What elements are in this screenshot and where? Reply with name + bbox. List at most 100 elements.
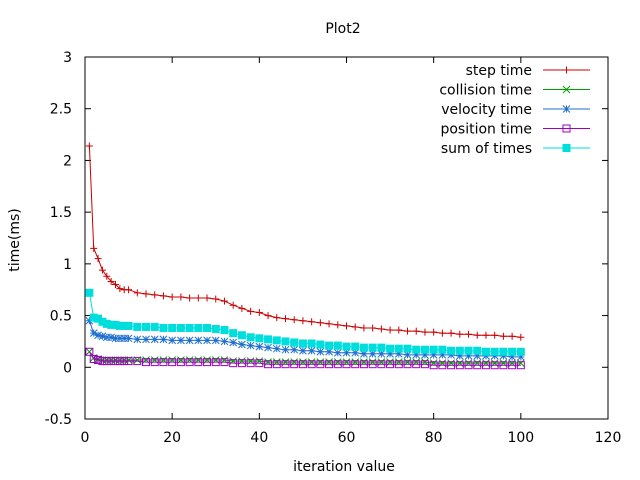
data-point-velocity-time <box>421 351 429 359</box>
data-point-step-time <box>456 330 464 338</box>
data-point-step-time <box>447 329 455 337</box>
data-point-sum-of-times <box>211 325 220 334</box>
data-point-step-time <box>107 277 115 285</box>
data-point-position-time <box>203 358 212 367</box>
data-point-velocity-time <box>220 337 229 346</box>
data-point-position-time <box>290 360 299 369</box>
data-point-sum-of-times <box>429 345 438 354</box>
data-point-velocity-time <box>333 348 342 357</box>
data-point-step-time <box>281 315 289 323</box>
data-point-velocity-time <box>159 335 168 344</box>
data-point-step-time <box>465 330 473 338</box>
data-point-velocity-time <box>124 334 133 343</box>
data-point-sum-of-times <box>290 338 299 347</box>
data-point-step-time <box>508 332 516 340</box>
data-point-position-time <box>111 357 120 366</box>
data-point-velocity-time <box>133 335 142 344</box>
data-point-sum-of-times <box>473 346 482 355</box>
data-point-sum-of-times <box>508 347 517 356</box>
y-axis-label: time(ms) <box>7 208 23 272</box>
data-point-step-time <box>308 318 316 326</box>
data-point-velocity-time <box>342 348 351 357</box>
data-point-collision-time <box>85 347 94 356</box>
data-point-sum-of-times <box>386 344 395 353</box>
chart-title: Plot2 <box>325 21 360 37</box>
data-point-sum-of-times <box>107 320 116 329</box>
data-point-step-time <box>186 294 194 302</box>
data-point-step-time <box>194 294 202 302</box>
data-point-step-time <box>255 308 263 316</box>
data-point-sum-of-times <box>325 341 334 350</box>
data-point-velocity-time <box>377 349 386 358</box>
y-tick-label: 2.5 <box>50 102 72 118</box>
data-point-position-time <box>94 356 103 365</box>
y-tick-label: 1.5 <box>50 205 72 221</box>
data-point-step-time <box>151 291 159 299</box>
data-point-velocity-time <box>499 352 508 360</box>
data-point-velocity-time <box>281 345 290 354</box>
data-point-step-time <box>290 316 298 324</box>
data-point-step-time <box>94 255 102 263</box>
y-tick-label: 0.5 <box>50 309 72 325</box>
data-point-sum-of-times <box>264 335 273 344</box>
data-point-step-time <box>203 294 211 302</box>
y-tick-label: 0 <box>63 360 72 376</box>
data-point-sum-of-times <box>120 321 129 330</box>
data-point-position-time <box>508 361 517 370</box>
data-point-sum-of-times <box>168 323 177 332</box>
data-point-position-time <box>447 361 456 370</box>
data-point-velocity-time <box>299 346 307 355</box>
data-point-position-time <box>220 358 229 367</box>
data-point-step-time <box>212 295 220 303</box>
data-point-position-time <box>481 361 490 370</box>
data-point-sum-of-times <box>142 322 151 331</box>
data-point-sum-of-times <box>298 339 307 348</box>
data-point-step-time <box>142 290 150 298</box>
legend-label-sum-of-times: sum of times <box>441 141 532 157</box>
x-tick-label: 0 <box>81 430 90 446</box>
data-point-step-time <box>421 328 429 336</box>
data-point-sum-of-times <box>351 342 360 351</box>
data-point-step-time <box>386 326 394 334</box>
data-point-position-time <box>120 357 129 366</box>
data-point-step-time <box>168 293 176 301</box>
data-point-position-time <box>176 358 185 367</box>
data-point-position-time <box>85 347 94 356</box>
data-point-sum-of-times <box>307 339 316 348</box>
legend-marker-velocity-time <box>562 105 571 113</box>
data-point-sum-of-times <box>194 323 203 332</box>
data-point-sum-of-times <box>490 347 499 356</box>
data-point-velocity-time <box>429 351 438 359</box>
data-point-position-time <box>499 361 508 370</box>
data-point-position-time <box>473 361 482 370</box>
data-point-velocity-time <box>272 344 281 353</box>
data-point-sum-of-times <box>403 344 412 353</box>
data-point-step-time <box>517 333 525 341</box>
data-point-velocity-time <box>116 334 124 343</box>
data-point-velocity-time <box>98 332 107 341</box>
data-point-step-time <box>159 292 167 300</box>
data-point-sum-of-times <box>420 345 429 354</box>
data-point-sum-of-times <box>102 319 111 328</box>
data-point-velocity-time <box>455 352 464 360</box>
data-point-velocity-time <box>255 342 264 351</box>
data-point-step-time <box>430 328 438 336</box>
data-point-step-time <box>334 321 342 329</box>
data-point-position-time <box>115 357 124 366</box>
data-point-sum-of-times <box>516 347 525 356</box>
data-point-position-time <box>377 360 386 369</box>
data-point-position-time <box>246 359 255 368</box>
data-point-sum-of-times <box>333 341 342 350</box>
data-point-position-time <box>98 357 107 366</box>
data-point-velocity-time <box>351 348 360 357</box>
data-point-sum-of-times <box>499 347 508 356</box>
data-point-position-time <box>455 361 464 370</box>
series-sum-of-times <box>85 288 525 356</box>
data-point-step-time <box>299 317 307 325</box>
data-point-step-time <box>343 322 350 330</box>
legend-label-position-time: position time <box>440 122 532 138</box>
data-point-step-time <box>395 326 403 334</box>
data-point-step-time <box>177 293 185 301</box>
data-point-velocity-time <box>211 336 220 345</box>
data-point-position-time <box>211 358 220 367</box>
